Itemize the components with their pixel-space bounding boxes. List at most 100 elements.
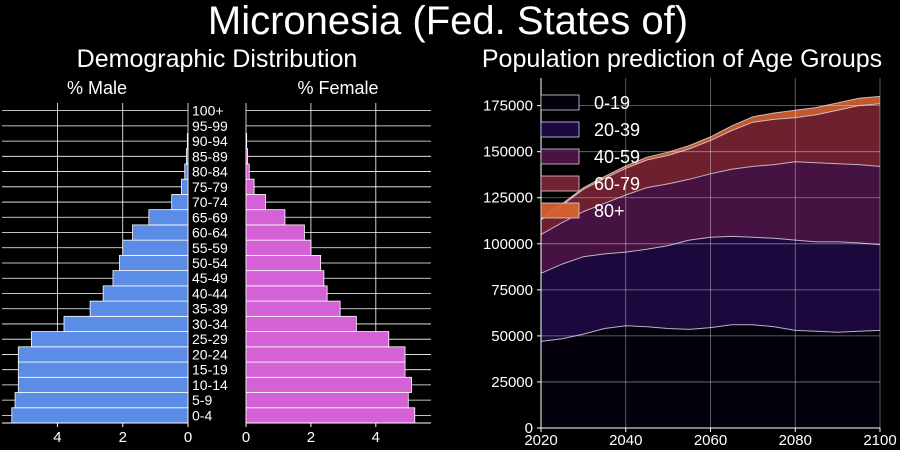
area-60-79 [541,103,880,235]
female-bar [245,224,305,241]
age-group-label: 60-64 [192,225,228,241]
y-tick-label: 50000 [491,328,533,345]
age-group-label: 50-54 [192,255,228,271]
legend: 0-19 20-39 40-59 60-79 80+ [540,93,640,221]
y-tick-label: 150000 [483,144,533,161]
figure-title: Micronesia (Fed. States of) [208,0,688,43]
x-tick-label: 2080 [779,432,812,449]
area-line-60-79 [540,103,881,221]
age-group-label: 70-74 [192,194,228,210]
legend-swatch-20-39 [540,121,580,138]
female-bar [245,331,390,348]
female-x-tick-label: 4 [372,429,380,446]
male-bar [112,270,189,287]
male-bar [17,361,189,378]
male-bar [102,285,189,302]
area-line-40-59 [540,161,881,236]
age-group-label: 10-14 [192,377,228,393]
male-x-tick-label: 4 [53,429,61,446]
age-group-label: 40-44 [192,285,228,301]
male-x-tick-label: 0 [184,429,192,446]
age-group-label: 65-69 [192,209,228,225]
x-tick-label: 2040 [609,432,642,449]
male-bar [17,376,189,393]
area-line-20-39 [540,235,881,274]
age-group-label: 0-4 [192,407,212,423]
area-line-0-19 [540,324,881,342]
age-group-label: 45-49 [192,270,228,286]
age-group-label: 85-89 [192,148,228,164]
male-bar [119,254,189,272]
y-tick-label: 0 [525,420,533,437]
y-tick-label: 100000 [483,236,533,253]
female-x-tick-label: 0 [242,429,250,446]
legend-swatch-0-19 [540,94,580,111]
female-bar [245,285,328,302]
age-group-label: 15-19 [192,362,228,378]
legend-label-40-59: 40-59 [594,147,640,167]
female-bar [245,315,357,332]
female-bar [245,300,341,317]
pyramid-title: Demographic Distribution [77,45,358,73]
male-bar [186,133,189,150]
female-bar [245,163,250,180]
male-x-tick-label: 2 [119,429,127,446]
legend-label-80+: 80+ [594,201,625,221]
female-bar [245,148,249,165]
male-bar [30,331,189,348]
female-bar [245,346,406,363]
population-area-chart: 0 25000 50000 75000 100000 125000 150000 175000… [483,78,897,449]
male-bar [89,300,189,317]
x-tick-label: 2020 [524,432,557,449]
y-tick-label: 75000 [491,282,533,299]
male-bar [184,163,189,180]
female-bar [245,392,409,409]
age-group-label: 30-34 [192,316,228,332]
age-group-label: 20-24 [192,346,228,362]
legend-swatch-80+ [540,202,580,219]
legend-swatch-40-59 [540,148,580,165]
area-40-59 [541,161,880,274]
female-bar [245,178,255,195]
female-bar [245,194,266,211]
male-bar [63,315,189,332]
male-bar [181,178,189,195]
legend-label-60-79: 60-79 [594,174,640,194]
male-bar [14,392,189,409]
male-bar [132,224,189,241]
area-0-19 [541,324,880,428]
female-x-tick-label: 2 [307,429,315,446]
population-pyramid: 0-45-910-1415-1920-2425-2930-3435-3940-4… [2,103,431,446]
male-panel-label: % Male [67,78,127,98]
age-group-label: 95-99 [192,118,228,134]
area-20-39 [541,236,880,342]
female-bar [245,239,312,256]
age-group-label: 55-59 [192,240,228,256]
age-group-label: 75-79 [192,179,228,195]
female-bar [245,133,248,150]
female-bar [245,407,416,424]
age-group-label: 90-94 [192,133,228,149]
female-bar [245,209,286,226]
area-line-80+ [540,95,881,220]
legend-label-20-39: 20-39 [594,120,640,140]
y-tick-label: 25000 [491,374,533,391]
male-bar [11,407,189,424]
y-tick-label: 175000 [483,98,533,115]
age-group-label: 100+ [192,103,224,119]
area-chart-title: Population prediction of Age Groups [482,45,882,73]
y-tick-label: 125000 [483,190,533,207]
legend-label-0-19: 0-19 [594,93,630,113]
female-bar [245,376,412,393]
female-bar [245,361,406,378]
female-bar [245,254,322,272]
x-tick-label: 2060 [694,432,727,449]
male-bar [171,194,189,211]
x-tick-label: 2100 [863,432,896,449]
legend-swatch-60-79 [540,175,580,192]
age-group-label: 80-84 [192,164,228,180]
age-group-label: 25-29 [192,331,228,347]
age-group-label: 35-39 [192,301,228,317]
age-group-label: 5-9 [192,392,212,408]
